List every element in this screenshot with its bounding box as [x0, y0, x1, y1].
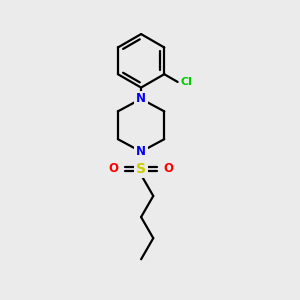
Text: O: O [109, 162, 118, 176]
Text: N: N [136, 92, 146, 105]
Text: S: S [136, 162, 146, 176]
Text: Cl: Cl [180, 77, 192, 87]
Text: N: N [136, 145, 146, 158]
Text: O: O [164, 162, 174, 176]
